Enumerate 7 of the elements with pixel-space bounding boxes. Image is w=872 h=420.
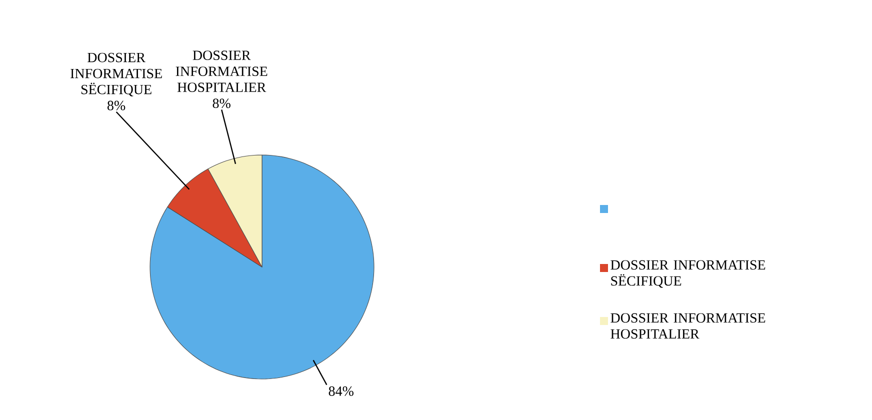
legend-label: DOSSIER INFORMATISE HOSPITALIER <box>610 313 766 339</box>
data-label: 8% <box>108 100 126 110</box>
data-label: 8% <box>212 98 230 108</box>
slice-label: DOSSIER INFORMATISE SËCIFIQUE <box>70 52 162 96</box>
data-label: 84% <box>328 386 354 396</box>
legend-label: DOSSIER INFORMATISE SËCIFIQUE <box>610 260 766 288</box>
slice-label: DOSSIER INFORMATISE HOSPITALIER <box>176 50 268 92</box>
